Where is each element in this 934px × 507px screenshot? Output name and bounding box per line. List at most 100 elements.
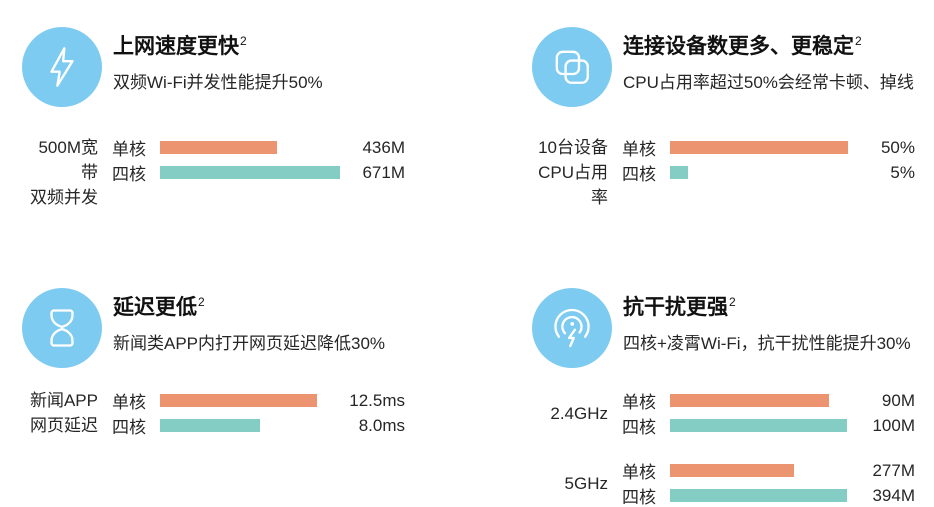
bar-value: 90M [881, 390, 915, 410]
bar-track [670, 141, 855, 154]
bar-quad-core [670, 419, 847, 432]
bar-track [160, 166, 345, 179]
bar-track [670, 166, 855, 179]
group-label-line: 新闻APP [29, 391, 98, 410]
bar-category-label: 四核 [112, 165, 146, 184]
bar-quad-core [160, 166, 340, 179]
bar-group-2-4ghz: 2.4GHz 单核 90M 四核 100M [532, 388, 934, 438]
section-header: 抗干扰更强2 四核+凌霄Wi-Fi，抗干扰性能提升30% [532, 288, 934, 368]
header-text: 上网速度更快2 双频Wi-Fi并发性能提升50% [113, 27, 323, 94]
bar-category-label: 四核 [622, 418, 656, 437]
bar-track [160, 419, 345, 432]
bar-single-core [160, 394, 317, 407]
bar-category-label: 四核 [622, 165, 656, 184]
bar-value: 12.5ms [349, 390, 405, 410]
bar-row: 单核 90M [622, 388, 915, 413]
bar-category-label: 单核 [622, 393, 656, 412]
bar-chart-latency: 新闻APP 网页延迟 单核 12.5ms 四核 8.0ms [22, 388, 467, 438]
bar-track [670, 394, 855, 407]
footnote-marker: 2 [855, 34, 862, 48]
bar-row: 四核 5% [622, 160, 915, 185]
group-label-line: CPU占用率 [538, 163, 608, 207]
bar-row: 四核 8.0ms [112, 413, 405, 438]
bar-track [670, 464, 855, 477]
section-subtitle: 新闻类APP内打开网页延迟降低30% [113, 334, 386, 353]
group-label-line: 网页延迟 [30, 416, 98, 435]
group-label-line: 10台设备 [538, 138, 608, 157]
bar-category-label: 单核 [622, 463, 656, 482]
section-lower-latency: 延迟更低2 新闻类APP内打开网页延迟降低30% 新闻APP 网页延迟 单核 1… [0, 260, 467, 507]
bar-value: 394M [872, 485, 915, 505]
bar-chart-speed: 500M宽带 双频并发 单核 436M 四核 671M [22, 135, 467, 210]
bar-row: 单核 50% [622, 135, 915, 160]
group-label-line: 双频并发 [30, 188, 98, 207]
group-label: 500M宽带 双频并发 [22, 135, 98, 210]
bar-group-5ghz: 5GHz 单核 277M 四核 394M [532, 458, 934, 507]
bar-single-core [670, 394, 829, 407]
bar-category-label: 单核 [112, 140, 146, 159]
bar-track [670, 419, 855, 432]
lightning-icon [22, 27, 102, 107]
bar-track [670, 489, 855, 502]
bar-category-label: 四核 [112, 418, 146, 437]
group-label-line: 2.4GHz [550, 403, 608, 423]
section-title: 连接设备数更多、更稳定2 [623, 28, 914, 60]
section-header: 连接设备数更多、更稳定2 CPU占用率超过50%会经常卡顿、掉线 [532, 27, 934, 107]
bar-value: 50% [880, 137, 915, 157]
bar-rows: 单核 277M 四核 394M [622, 458, 915, 507]
group-label-line: 500M宽带 [38, 138, 98, 182]
section-title: 延迟更低2 [113, 289, 385, 321]
bar-group: 10台设备 CPU占用率 单核 50% 四核 5% [532, 135, 934, 210]
hourglass-icon [22, 288, 102, 368]
header-text: 连接设备数更多、更稳定2 CPU占用率超过50%会经常卡顿、掉线 [623, 27, 914, 94]
section-header: 延迟更低2 新闻类APP内打开网页延迟降低30% [22, 288, 467, 368]
section-subtitle: 四核+凌霄Wi-Fi，抗干扰性能提升30% [623, 334, 911, 353]
footnote-marker: 2 [240, 34, 247, 48]
section-more-devices: 连接设备数更多、更稳定2 CPU占用率超过50%会经常卡顿、掉线 10台设备 C… [467, 0, 934, 260]
bar-category-label: 四核 [622, 488, 656, 507]
group-label: 2.4GHz [532, 388, 608, 438]
bar-rows: 单核 90M 四核 100M [622, 388, 915, 438]
bar-group: 500M宽带 双频并发 单核 436M 四核 671M [22, 135, 467, 210]
footnote-marker: 2 [729, 295, 736, 309]
title-text: 延迟更低 [113, 296, 197, 319]
bar-value: 277M [872, 460, 915, 480]
group-label: 新闻APP 网页延迟 [22, 388, 98, 438]
anti-interference-icon [532, 288, 612, 368]
bar-row: 单核 277M [622, 458, 915, 483]
section-anti-interference: 抗干扰更强2 四核+凌霄Wi-Fi，抗干扰性能提升30% 2.4GHz 单核 9… [467, 260, 934, 507]
bar-value: 8.0ms [358, 415, 405, 435]
section-internet-speed: 上网速度更快2 双频Wi-Fi并发性能提升50% 500M宽带 双频并发 单核 … [0, 0, 467, 260]
group-label-line: 5GHz [564, 473, 608, 493]
bar-group: 新闻APP 网页延迟 单核 12.5ms 四核 8.0ms [22, 388, 467, 438]
section-subtitle: CPU占用率超过50%会经常卡顿、掉线 [623, 73, 914, 92]
bar-category-label: 单核 [112, 393, 146, 412]
group-label: 5GHz [532, 458, 608, 507]
header-text: 抗干扰更强2 四核+凌霄Wi-Fi，抗干扰性能提升30% [623, 288, 911, 355]
bar-quad-core [670, 166, 688, 179]
title-text: 抗干扰更强 [623, 296, 728, 319]
section-title: 上网速度更快2 [113, 28, 323, 60]
bar-rows: 单核 50% 四核 5% [622, 135, 915, 210]
bar-chart-interference: 2.4GHz 单核 90M 四核 100M [532, 388, 934, 507]
bar-value: 436M [362, 137, 405, 157]
bar-row: 四核 394M [622, 483, 915, 507]
section-subtitle: 双频Wi-Fi并发性能提升50% [113, 73, 323, 92]
section-title: 抗干扰更强2 [623, 289, 911, 321]
title-text: 连接设备数更多、更稳定 [623, 35, 854, 58]
footnote-marker: 2 [198, 295, 205, 309]
bar-single-core [670, 141, 848, 154]
section-header: 上网速度更快2 双频Wi-Fi并发性能提升50% [22, 27, 467, 107]
bar-value: 100M [872, 415, 915, 435]
bar-value: 671M [362, 162, 405, 182]
bar-row: 单核 12.5ms [112, 388, 405, 413]
bar-row: 四核 100M [622, 413, 915, 438]
title-text: 上网速度更快 [113, 35, 239, 58]
header-text: 延迟更低2 新闻类APP内打开网页延迟降低30% [113, 288, 385, 355]
bar-single-core [160, 141, 277, 154]
bar-rows: 单核 436M 四核 671M [112, 135, 405, 210]
bar-track [160, 141, 345, 154]
group-label: 10台设备 CPU占用率 [532, 135, 608, 210]
bar-quad-core [160, 419, 260, 432]
